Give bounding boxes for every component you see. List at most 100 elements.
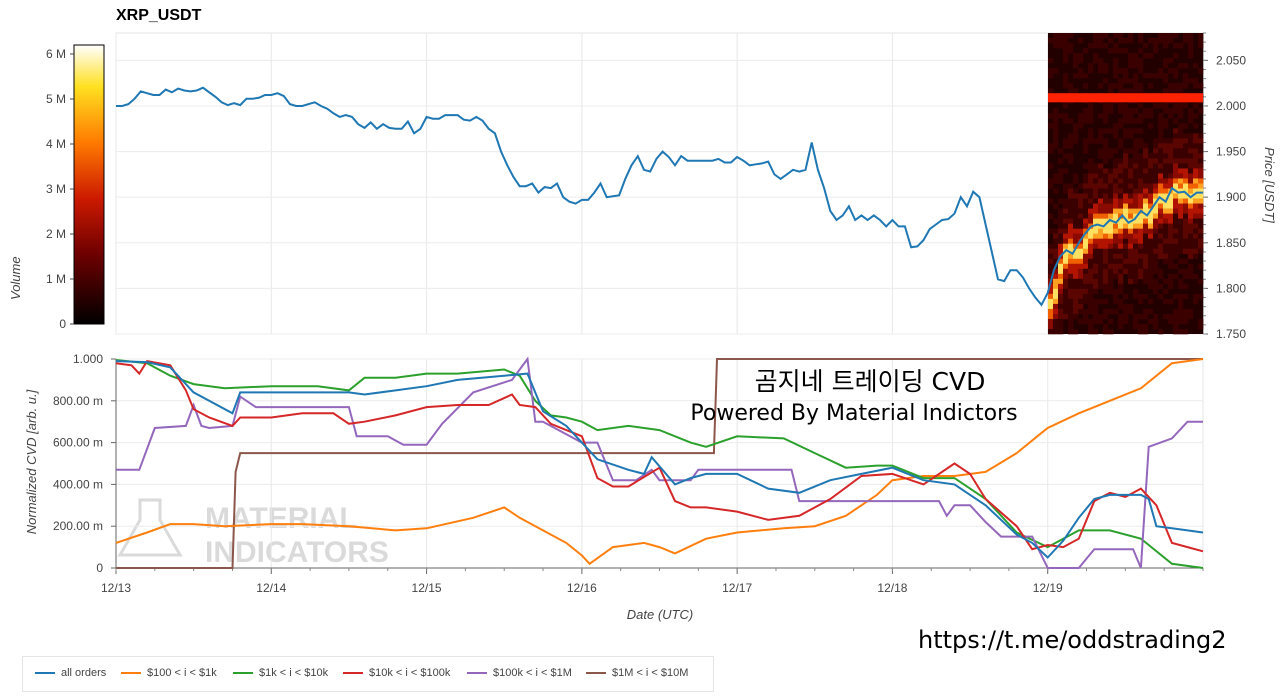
heatmap-cell [1188,143,1194,149]
heatmap-cell [1108,288,1114,295]
heatmap-cell [1193,253,1199,260]
heatmap-cell [1098,188,1104,194]
heatmap-cell [1128,163,1134,169]
heatmap-cell [1093,53,1099,59]
heatmap-cell [1108,248,1114,255]
heatmap-cell [1158,248,1164,255]
legend-item[interactable]: all orders [35,667,106,679]
heatmap-cell [1103,118,1109,124]
heatmap-cell [1188,213,1194,219]
heatmap-cell [1083,193,1089,199]
colorbar-tick-label: 1 M [46,272,66,286]
heatmap-cell [1198,158,1204,164]
heatmap-cell [1168,298,1174,305]
heatmap-cell [1198,243,1204,250]
heatmap-cell [1063,78,1069,84]
heatmap-cell [1148,183,1154,189]
heatmap-cell [1068,243,1074,250]
heatmap-cell [1118,188,1124,194]
heatmap-cell [1178,143,1184,149]
heatmap-cell [1073,223,1079,229]
heatmap-cell [1113,298,1119,305]
heatmap-cell [1138,218,1144,224]
heatmap-cell [1158,123,1164,129]
heatmap-cell [1063,168,1069,174]
legend-item[interactable]: $1k < i < $10k [233,667,328,679]
heatmap-cell [1178,188,1184,194]
heatmap-cell [1098,133,1104,139]
heatmap-cell [1123,183,1129,189]
heatmap-cell [1073,233,1079,239]
heatmap-cell [1123,68,1129,74]
heatmap-cell [1163,153,1169,159]
heatmap-cell [1108,203,1114,209]
heatmap-cell [1113,48,1119,54]
heatmap-cell [1198,108,1204,114]
heatmap-cell [1103,213,1109,219]
heatmap-cell [1048,273,1054,280]
heatmap-cell [1143,178,1149,184]
heatmap-cell [1093,248,1099,255]
heatmap-cell [1083,233,1089,239]
heatmap-cell [1073,273,1079,280]
heatmap-cell [1098,153,1104,159]
heatmap-cell [1118,208,1124,214]
heatmap-cell [1178,233,1184,239]
heatmap-cell [1093,213,1099,219]
heatmap-cell [1178,328,1184,335]
heatmap-cell [1158,213,1164,219]
heatmap-cell [1103,128,1109,134]
heatmap-cell [1178,258,1184,265]
legend-item[interactable]: $1M < i < $10M [586,667,688,679]
heatmap-cell [1168,193,1174,199]
heatmap-cell [1048,68,1054,74]
legend-item[interactable]: $10k < i < $100k [343,667,450,679]
heatmap-cell [1168,253,1174,260]
heatmap-cell [1158,228,1164,234]
heatmap-cell [1113,58,1119,64]
heatmap-cell [1078,248,1084,255]
heatmap-cell [1113,158,1119,164]
heatmap-cell [1093,223,1099,229]
heatmap-cell [1088,328,1094,335]
heatmap-cell [1148,228,1154,234]
heatmap-cell [1188,133,1194,139]
heatmap-cell [1198,68,1204,74]
heatmap-cell [1078,273,1084,280]
heatmap-cell [1063,273,1069,280]
heatmap-cell [1183,83,1189,89]
heatmap-cell [1123,208,1129,214]
heatmap-cell [1178,193,1184,199]
heatmap-cell [1173,203,1179,209]
heatmap-cell [1143,183,1149,189]
heatmap-cell [1098,278,1104,285]
heatmap-cell [1173,73,1179,79]
heatmap-cell [1063,233,1069,239]
heatmap-cell [1188,33,1194,39]
heatmap-cell [1158,38,1164,44]
heatmap-cell [1088,293,1094,300]
heatmap-cell [1153,208,1159,214]
heatmap-cell [1058,198,1064,204]
heatmap-cell [1168,208,1174,214]
heatmap-cell [1138,193,1144,199]
telegram-url[interactable]: https://t.me/oddstrading2 [918,626,1227,654]
heatmap-cell [1178,108,1184,114]
heatmap-cell [1178,168,1184,174]
legend-item[interactable]: $100k < i < $1M [467,667,572,679]
cvd-line-1 [115,358,1204,566]
heatmap-cell [1053,133,1059,139]
heatmap-cell [1053,318,1059,325]
heatmap-cell [1108,283,1114,290]
heatmap-cell [1123,118,1129,124]
heatmap-cell [1183,208,1189,214]
heatmap-cell [1183,213,1189,219]
heatmap-cell [1053,143,1059,149]
heatmap-cell [1073,258,1079,265]
heatmap-cell [1048,148,1054,154]
heatmap-cell [1113,193,1119,199]
heatmap-cell [1138,183,1144,189]
legend-item[interactable]: $100 < i < $1k [121,667,217,679]
heatmap-cell [1073,293,1079,300]
heatmap-cell [1198,228,1204,234]
